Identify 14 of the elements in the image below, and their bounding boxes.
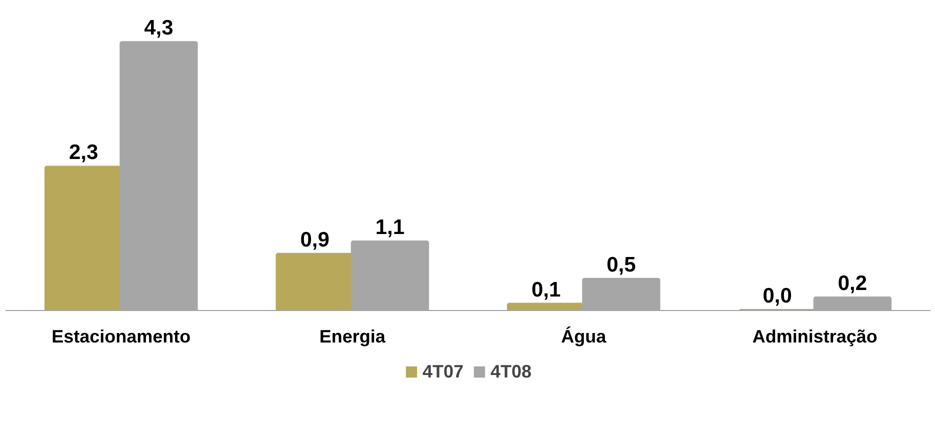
data-label: 0,2 [838,272,868,296]
data-label: 0,9 [300,228,330,252]
data-label: 1,1 [375,216,405,239]
data-label: 2,3 [68,141,98,164]
data-label: 4,3 [144,16,174,40]
x-tick-label: Administração [752,326,878,346]
x-tick-label: Água [561,326,608,346]
data-label: 0,0 [762,284,792,308]
x-tick-label: Energia [319,326,386,346]
data-label: 0,1 [531,278,561,302]
data-label: 0,5 [606,253,636,276]
legend-label: 4T07 [422,361,464,382]
legend-label: 4T08 [490,361,532,382]
x-tick-label: Estacionamento [52,326,191,346]
